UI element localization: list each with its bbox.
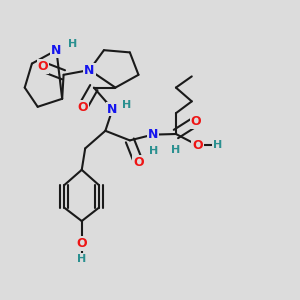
Text: O: O xyxy=(191,115,201,128)
Text: N: N xyxy=(51,44,62,57)
Text: H: H xyxy=(171,145,181,155)
Text: H: H xyxy=(68,39,77,50)
Text: N: N xyxy=(148,128,158,141)
Text: O: O xyxy=(133,156,144,169)
Text: H: H xyxy=(149,146,158,156)
Text: H: H xyxy=(77,254,86,264)
Text: N: N xyxy=(107,103,118,116)
Text: O: O xyxy=(192,139,203,152)
Text: N: N xyxy=(84,64,95,76)
Text: H: H xyxy=(213,140,222,150)
Text: O: O xyxy=(76,237,87,250)
Text: O: O xyxy=(77,101,88,114)
Text: H: H xyxy=(122,100,132,110)
Text: O: O xyxy=(38,60,48,73)
